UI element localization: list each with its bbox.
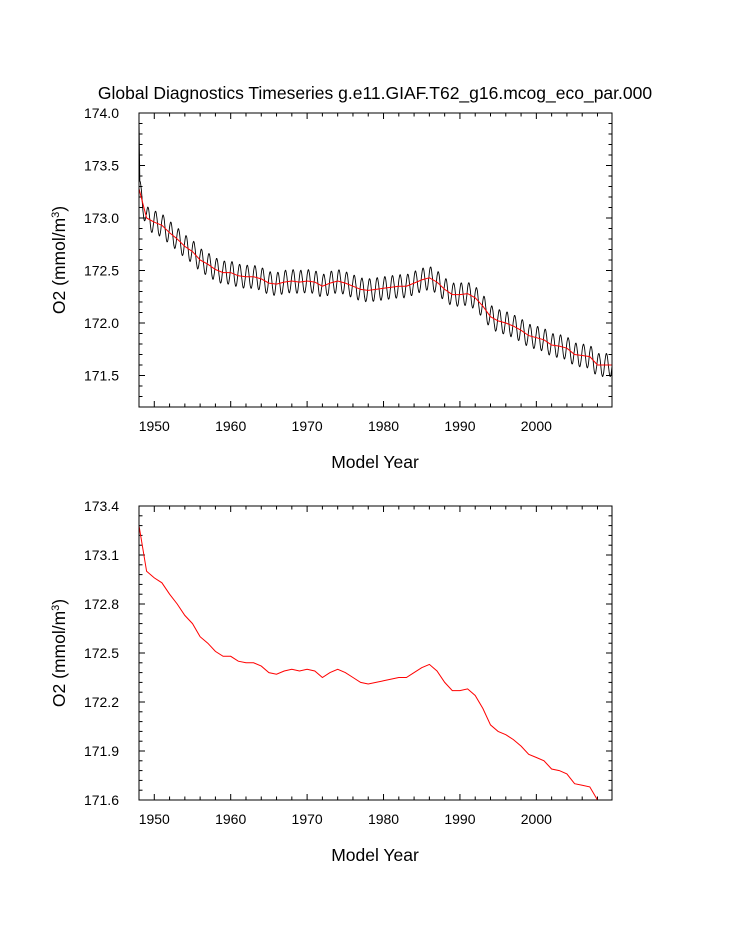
bottom-y-tick-label: 172.5 (84, 645, 119, 661)
top-y-tick-label: 171.5 (84, 368, 119, 384)
top-monthly-series-line (138, 118, 613, 378)
bottom-annual-series-line (138, 525, 612, 801)
top-x-tick-label: 1990 (444, 418, 475, 434)
bottom-y-tick-label: 173.4 (84, 498, 119, 514)
bottom-x-axis-label: Model Year (331, 845, 419, 865)
figure-title: Global Diagnostics Timeseries g.e11.GIAF… (98, 83, 652, 104)
top-chart: 1950 1960 1970 1980 1990 2000 171.5 172.0 172.5 1… (49, 105, 613, 472)
bottom-x-tick-label: 1980 (368, 811, 399, 827)
bottom-x-tick-label: 2000 (521, 811, 552, 827)
bottom-y-tick-label: 172.8 (84, 596, 119, 612)
bottom-y-axis-label: O2 (mmol/m3) (49, 599, 69, 707)
bottom-x-tick-label: 1950 (139, 811, 170, 827)
top-y-tick-label: 172.5 (84, 263, 119, 279)
bottom-y-tick-label: 171.9 (84, 743, 119, 759)
bottom-chart: 1950 1960 1970 1980 1990 2000 171.6 171.9 172.2 1… (49, 498, 613, 865)
bottom-plot-frame (138, 505, 613, 801)
top-x-tick-label: 1960 (215, 418, 246, 434)
top-x-axis-label: Model Year (331, 452, 419, 472)
bottom-y-tick-label: 171.6 (84, 792, 119, 808)
top-annual-series-line (138, 188, 612, 366)
top-x-tick-label: 2000 (521, 418, 552, 434)
bottom-x-tick-label: 1990 (444, 811, 475, 827)
top-y-tick-label: 173.0 (84, 210, 119, 226)
top-x-tick-label: 1970 (292, 418, 323, 434)
bottom-x-tick-label: 1970 (292, 811, 323, 827)
bottom-y-tick-label: 173.1 (84, 547, 119, 563)
top-y-tick-label: 172.0 (84, 315, 119, 331)
top-y-tick-label: 173.5 (84, 158, 119, 174)
top-x-tick-label: 1950 (139, 418, 170, 434)
bottom-y-tick-label: 172.2 (84, 694, 119, 710)
bottom-x-tick-label: 1960 (215, 811, 246, 827)
top-y-axis-label: O2 (mmol/m3) (49, 206, 69, 314)
top-plot-frame (138, 112, 613, 408)
top-x-tick-label: 1980 (368, 418, 399, 434)
top-y-tick-label: 174.0 (84, 105, 119, 121)
